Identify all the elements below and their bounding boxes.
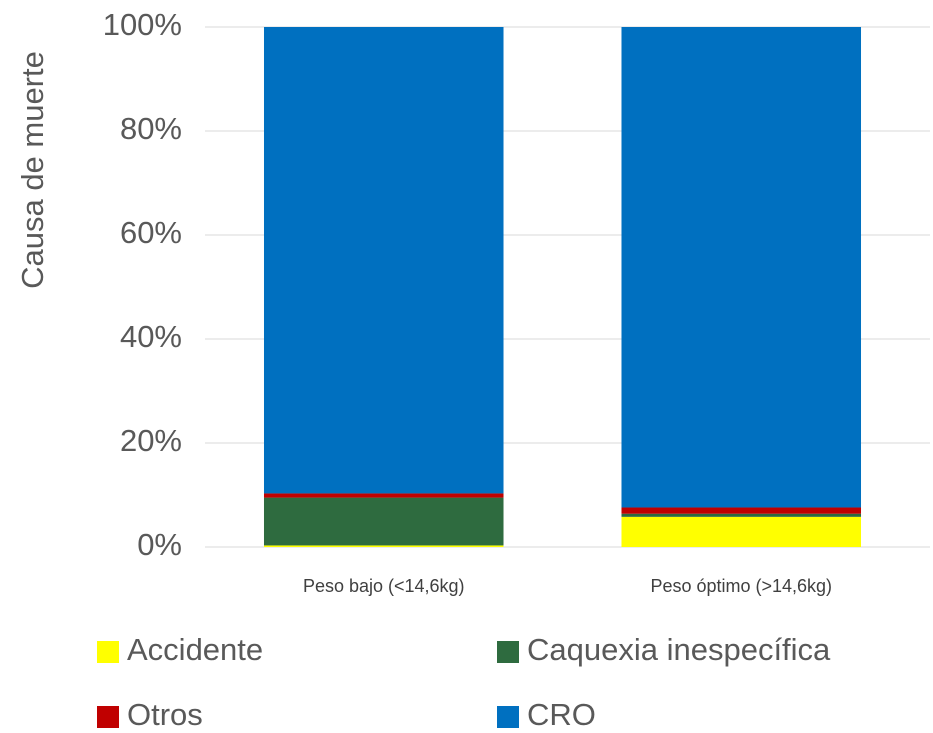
- bar-segment: [621, 513, 862, 517]
- bar-segment: [263, 27, 504, 494]
- bar-segment: [263, 493, 504, 498]
- bar-segment: [621, 507, 862, 514]
- y-tick-label: 60%: [120, 215, 182, 250]
- y-tick-label: 100%: [103, 7, 182, 42]
- legend-swatch: [497, 706, 519, 728]
- x-tick-label: Peso bajo (<14,6kg): [303, 576, 465, 596]
- legend-label: Accidente: [127, 632, 263, 667]
- bar-segment: [621, 516, 862, 547]
- legend-label: Otros: [127, 697, 203, 732]
- legend-swatch: [497, 641, 519, 663]
- y-tick-label: 40%: [120, 319, 182, 354]
- bar-segment: [621, 27, 862, 508]
- y-tick-label: 20%: [120, 423, 182, 458]
- legend-swatch: [97, 706, 119, 728]
- legend-label: Caquexia inespecífica: [527, 632, 831, 667]
- bar-segment: [263, 497, 504, 546]
- legend-label: CRO: [527, 697, 596, 732]
- x-tick-label: Peso óptimo (>14,6kg): [650, 576, 832, 596]
- y-tick-label: 0%: [137, 527, 182, 562]
- y-axis-title: Causa de muerte: [15, 51, 50, 289]
- y-tick-label: 80%: [120, 111, 182, 146]
- bar-segment: [263, 545, 504, 547]
- legend-swatch: [97, 641, 119, 663]
